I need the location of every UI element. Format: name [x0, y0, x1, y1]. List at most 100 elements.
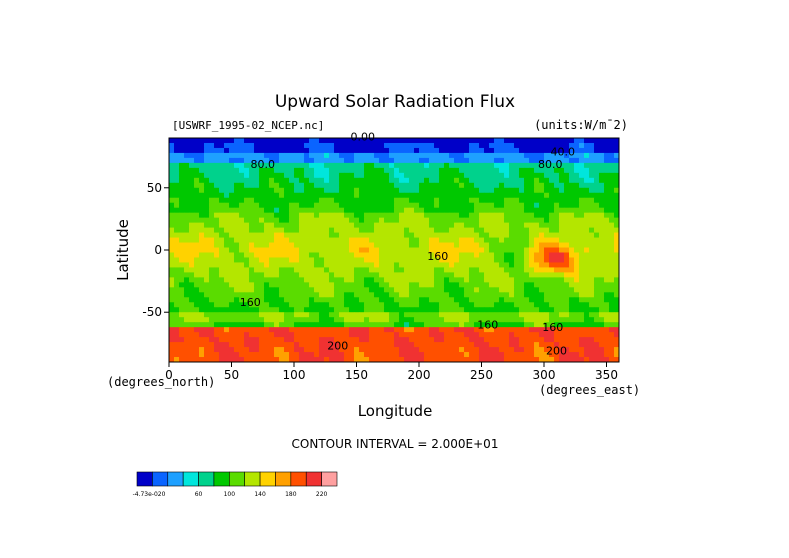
field-cell	[364, 177, 370, 184]
field-cell	[304, 357, 310, 363]
field-cell	[219, 297, 225, 303]
field-cell	[414, 327, 420, 333]
field-cell	[329, 227, 335, 233]
field-cell	[614, 302, 620, 308]
field-cell	[449, 257, 455, 263]
field-cell	[319, 322, 325, 328]
field-cell	[589, 297, 595, 303]
field-cell	[479, 327, 485, 333]
field-cell	[594, 187, 600, 194]
field-cell	[469, 327, 475, 333]
field-cell	[594, 277, 600, 283]
field-cell	[184, 317, 190, 323]
field-cell	[359, 212, 365, 219]
field-cell	[379, 202, 385, 209]
field-cell	[289, 212, 295, 219]
field-cell	[514, 272, 520, 278]
field-cell	[579, 347, 585, 353]
field-cell	[289, 182, 295, 189]
field-cell	[374, 347, 380, 353]
field-cell	[604, 222, 610, 228]
field-cell	[424, 257, 430, 263]
field-cell	[384, 347, 390, 353]
field-cell	[364, 242, 370, 248]
field-cell	[559, 332, 565, 338]
field-cell	[264, 272, 270, 278]
field-cell	[299, 217, 305, 224]
field-cell	[299, 257, 305, 263]
field-cell	[404, 282, 410, 288]
field-cell	[609, 352, 615, 358]
field-cell	[234, 147, 240, 154]
field-cell	[269, 182, 275, 189]
field-cell	[504, 192, 510, 199]
field-cell	[389, 252, 395, 258]
field-cell	[324, 352, 330, 358]
field-cell	[219, 147, 225, 154]
field-cell	[364, 352, 370, 358]
field-cell	[409, 202, 415, 209]
field-cell	[434, 302, 440, 308]
field-cell	[504, 337, 510, 343]
field-cell	[184, 292, 190, 298]
field-cell	[554, 317, 560, 323]
field-cell	[439, 352, 445, 358]
field-cell	[254, 347, 260, 353]
field-cell	[214, 272, 220, 278]
field-cell	[394, 237, 400, 243]
field-cell	[279, 297, 285, 303]
field-cell	[564, 217, 570, 224]
field-cell	[304, 347, 310, 353]
field-cell	[609, 202, 615, 209]
field-cell	[229, 332, 235, 338]
field-cell	[274, 147, 280, 154]
field-cell	[504, 267, 510, 273]
field-cell	[594, 207, 600, 214]
field-cell	[469, 277, 475, 283]
field-cell	[259, 232, 265, 238]
field-cell	[274, 182, 280, 189]
field-cell	[454, 227, 460, 233]
field-cell	[589, 162, 595, 169]
field-cell	[389, 347, 395, 353]
field-cell	[394, 252, 400, 258]
field-cell	[499, 257, 505, 263]
field-cell	[244, 197, 250, 204]
field-cell	[239, 192, 245, 199]
field-cell	[494, 187, 500, 194]
field-cell	[304, 212, 310, 219]
field-cell	[199, 357, 205, 363]
field-cell	[274, 327, 280, 333]
field-cell	[254, 297, 260, 303]
field-cell	[234, 257, 240, 263]
field-cell	[369, 162, 375, 169]
field-cell	[219, 312, 225, 318]
field-cell	[354, 307, 360, 313]
field-cell	[229, 317, 235, 323]
field-cell	[334, 222, 340, 228]
field-cell	[359, 272, 365, 278]
field-cell	[489, 152, 495, 159]
field-cell	[279, 177, 285, 184]
field-cell	[299, 272, 305, 278]
field-cell	[459, 297, 465, 303]
field-cell	[564, 177, 570, 184]
field-cell	[384, 162, 390, 169]
field-cell	[294, 352, 300, 358]
field-cell	[294, 337, 300, 343]
field-cell	[354, 177, 360, 184]
field-cell	[424, 157, 430, 164]
field-cell	[549, 272, 555, 278]
field-cell	[574, 207, 580, 214]
field-cell	[289, 242, 295, 248]
field-cell	[599, 272, 605, 278]
field-cell	[414, 162, 420, 169]
field-cell	[509, 138, 515, 144]
field-cell	[244, 282, 250, 288]
field-cell	[354, 327, 360, 333]
field-cell	[199, 272, 205, 278]
field-cell	[614, 222, 620, 228]
field-cell	[224, 192, 230, 199]
field-cell	[174, 352, 180, 358]
field-cell	[439, 152, 445, 159]
